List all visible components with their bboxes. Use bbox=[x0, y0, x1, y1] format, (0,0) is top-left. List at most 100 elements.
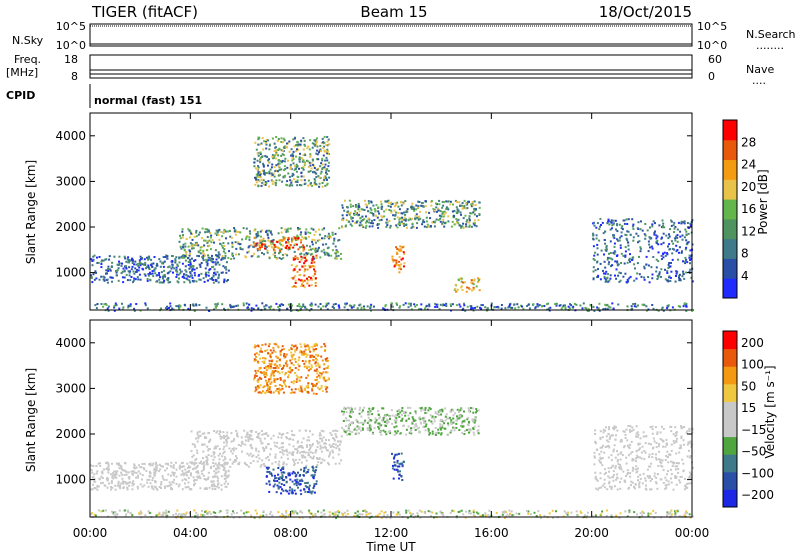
echo-cell bbox=[315, 469, 317, 471]
echo-cell bbox=[292, 138, 294, 140]
echo-cell bbox=[295, 266, 297, 268]
echo-cell bbox=[303, 169, 305, 171]
echo-cell bbox=[255, 450, 257, 452]
echo-cell bbox=[395, 204, 397, 206]
echo-cell bbox=[110, 473, 112, 475]
echo-cell bbox=[223, 280, 225, 282]
echo-cell bbox=[622, 276, 624, 278]
echo-cell bbox=[412, 416, 414, 418]
echo-cell bbox=[381, 203, 383, 205]
echo-cell bbox=[380, 201, 382, 203]
echo-cell bbox=[101, 303, 103, 305]
echo-cell bbox=[673, 433, 675, 435]
echo-cell bbox=[308, 236, 310, 238]
echo-cell bbox=[266, 172, 268, 174]
echo-cell bbox=[440, 304, 442, 306]
echo-cell bbox=[300, 256, 302, 258]
echo-cell bbox=[184, 469, 186, 471]
echo-cell bbox=[304, 345, 306, 347]
echo-cell bbox=[107, 467, 109, 469]
echo-cell bbox=[272, 247, 274, 249]
echo-cell bbox=[319, 388, 321, 390]
echo-cell bbox=[637, 479, 639, 481]
echo-cell bbox=[237, 463, 239, 465]
echo-cell bbox=[115, 270, 117, 272]
echo-cell bbox=[132, 482, 134, 484]
echo-cell bbox=[230, 450, 232, 452]
echo-cell bbox=[628, 249, 630, 251]
echo-cell bbox=[398, 409, 400, 411]
echo-cell bbox=[271, 240, 273, 242]
echo-cell bbox=[400, 420, 402, 422]
echo-cell bbox=[245, 238, 247, 240]
echo-cell bbox=[307, 482, 309, 484]
echo-cell bbox=[650, 426, 652, 428]
echo-cell bbox=[249, 239, 251, 241]
echo-cell bbox=[107, 472, 109, 474]
echo-cell bbox=[418, 417, 420, 419]
echo-cell bbox=[264, 247, 266, 249]
echo-cell bbox=[182, 462, 184, 464]
echo-cell bbox=[624, 223, 626, 225]
echo-cell bbox=[327, 183, 329, 185]
echo-cell bbox=[213, 465, 215, 467]
echo-cell bbox=[139, 473, 141, 475]
echo-cell bbox=[276, 491, 278, 493]
echo-cell bbox=[654, 475, 656, 477]
echo-cell bbox=[122, 271, 124, 273]
echo-cell bbox=[306, 446, 308, 448]
echo-cell bbox=[285, 490, 287, 492]
echo-cell bbox=[120, 482, 122, 484]
echo-cell bbox=[226, 445, 228, 447]
echo-cell bbox=[477, 277, 479, 279]
echo-cell bbox=[190, 488, 192, 490]
echo-cell bbox=[284, 160, 286, 162]
echo-cell bbox=[274, 143, 276, 145]
echo-cell bbox=[297, 165, 299, 167]
echo-cell bbox=[320, 308, 322, 310]
echo-cell bbox=[133, 273, 135, 275]
echo-cell bbox=[94, 255, 96, 257]
echo-cell bbox=[173, 482, 175, 484]
echo-cell bbox=[672, 259, 674, 261]
echo-cell bbox=[202, 228, 204, 230]
echo-cell bbox=[124, 257, 126, 259]
echo-cell bbox=[286, 167, 288, 169]
echo-cell bbox=[327, 360, 329, 362]
echo-cell bbox=[372, 433, 374, 435]
echo-cell bbox=[402, 258, 404, 260]
echo-cell bbox=[228, 270, 230, 272]
echo-cell bbox=[270, 349, 272, 351]
echo-cell bbox=[677, 229, 679, 231]
echo-cell bbox=[192, 443, 194, 445]
echo-cell bbox=[436, 219, 438, 221]
echo-cell bbox=[457, 289, 459, 291]
echo-cell bbox=[611, 227, 613, 229]
echo-cell bbox=[326, 391, 328, 393]
echo-cell bbox=[306, 460, 308, 462]
echo-cell bbox=[107, 282, 109, 284]
echo-cell bbox=[413, 210, 415, 212]
echo-cell bbox=[267, 435, 269, 437]
echo-cell bbox=[358, 203, 360, 205]
echo-cell bbox=[203, 462, 205, 464]
echo-cell bbox=[435, 434, 437, 436]
echo-cell bbox=[278, 392, 280, 394]
echo-cell bbox=[603, 272, 605, 274]
echo-cell bbox=[439, 425, 441, 427]
echo-cell bbox=[372, 222, 374, 224]
echo-cell bbox=[340, 459, 342, 461]
echo-cell bbox=[615, 434, 617, 436]
echo-cell bbox=[411, 208, 413, 210]
echo-cell bbox=[611, 264, 613, 266]
echo-cell bbox=[282, 345, 284, 347]
echo-cell bbox=[332, 457, 334, 459]
echo-cell bbox=[203, 464, 205, 466]
echo-cell bbox=[377, 206, 379, 208]
echo-cell bbox=[618, 281, 620, 283]
echo-cell bbox=[210, 237, 212, 239]
echo-cell bbox=[604, 486, 606, 488]
echo-cell bbox=[434, 420, 436, 422]
echo-cell bbox=[303, 159, 305, 161]
echo-cell bbox=[220, 259, 222, 261]
